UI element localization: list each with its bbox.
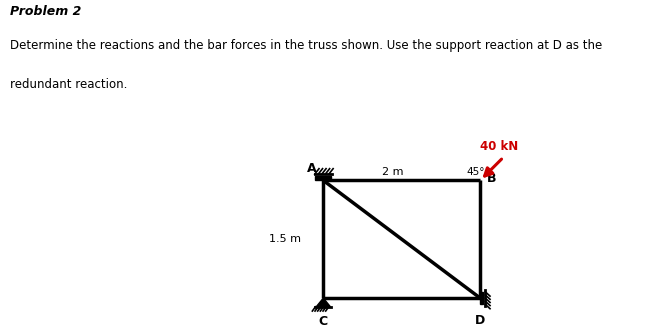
Text: C: C: [319, 315, 328, 325]
Text: A: A: [307, 162, 316, 175]
Text: D: D: [475, 314, 486, 325]
Polygon shape: [315, 176, 331, 180]
Text: 45°: 45°: [467, 166, 486, 176]
Text: B: B: [488, 172, 497, 185]
Text: Determine the reactions and the bar forces in the truss shown. Use the support r: Determine the reactions and the bar forc…: [10, 39, 602, 52]
Polygon shape: [316, 298, 330, 307]
Text: redundant reaction.: redundant reaction.: [10, 78, 127, 91]
Text: 2 m: 2 m: [382, 166, 403, 176]
Text: 1.5 m: 1.5 m: [269, 234, 301, 244]
Text: Problem 2: Problem 2: [10, 5, 81, 18]
Polygon shape: [480, 292, 484, 305]
Text: 40 kN: 40 kN: [480, 140, 519, 153]
